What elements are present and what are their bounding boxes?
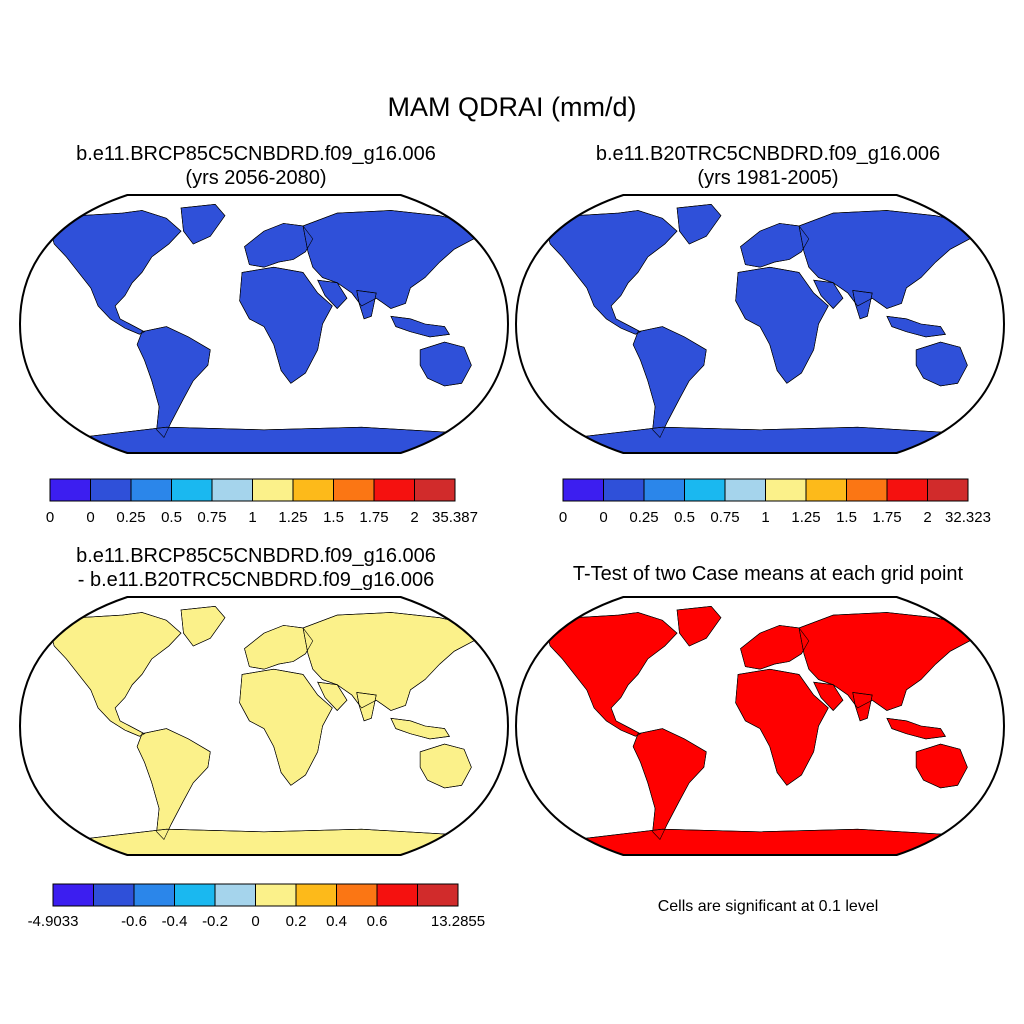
colorbar-2-tick-label: 1.25 xyxy=(791,509,820,526)
colorbar-2-swatch xyxy=(603,478,645,502)
colorbar-3-swatch xyxy=(255,883,297,907)
colorbar-2-tick-label: 2 xyxy=(923,509,931,526)
map-panel-2 xyxy=(516,195,1011,453)
colorbar-2-swatch xyxy=(684,478,726,502)
colorbar-1-tick-label: 1.75 xyxy=(359,509,388,526)
colorbar-1-swatch xyxy=(292,478,334,502)
map-panel-4 xyxy=(516,597,1013,855)
colorbar-2-tick-label: 1.75 xyxy=(872,509,901,526)
colorbar-1: 0 0 0.25 0.5 0.75 1 1.25 1.5 1.75 2 35.387 xyxy=(46,478,478,526)
panel-1-title-years: (yrs 2056-2080) xyxy=(185,167,327,189)
map-panel-1 xyxy=(20,195,515,453)
colorbar-1-swatch xyxy=(414,478,456,502)
colorbar-2-swatch xyxy=(846,478,888,502)
colorbar-3-tick-label: 0 xyxy=(251,913,259,930)
map-border-2 xyxy=(516,195,1004,453)
colorbar-1-tick-label: 1.25 xyxy=(278,509,307,526)
colorbar-3-swatch xyxy=(214,883,256,907)
panel-1-title: b.e11.BRCP85C5CNBDRD.f09_g16.006 (yrs 20… xyxy=(0,142,512,190)
colorbar-1-tick-label: 35.387 xyxy=(432,509,478,526)
colorbar-3-tick-label: -0.2 xyxy=(202,913,228,930)
colorbar-2-swatch xyxy=(927,478,969,502)
panel-3-title: b.e11.BRCP85C5CNBDRD.f09_g16.006 - b.e11… xyxy=(0,544,512,592)
colorbar-2-tick-label: 0 xyxy=(599,509,607,526)
colorbar-2: 0 0 0.25 0.5 0.75 1 1.25 1.5 1.75 2 32.323 xyxy=(559,478,991,526)
colorbar-2-swatch xyxy=(562,478,604,502)
colorbar-2-swatch xyxy=(724,478,766,502)
colorbar-2-tick-label: 0.5 xyxy=(674,509,695,526)
panel-2-title-years: (yrs 1981-2005) xyxy=(697,167,839,189)
map-panel-3 xyxy=(20,597,515,855)
colorbar-2-swatch xyxy=(886,478,928,502)
colorbar-1-tick-label: 1.5 xyxy=(323,509,344,526)
colorbar-1-tick-label: 2 xyxy=(410,509,418,526)
colorbar-3-tick-label: 0.6 xyxy=(367,913,388,930)
map-border-3 xyxy=(20,597,508,855)
colorbar-3-tick-label: 13.2855 xyxy=(431,913,485,930)
significance-note: Cells are significant at 0.1 level xyxy=(657,898,879,915)
colorbar-1-tick-label: 0.25 xyxy=(116,509,145,526)
figure-title: MAM QDRAI (mm/d) xyxy=(387,92,637,122)
colorbar-1-swatch xyxy=(171,478,213,502)
panel-1-title-case: b.e11.BRCP85C5CNBDRD.f09_g16.006 xyxy=(76,143,436,165)
colorbar-3-swatch xyxy=(133,883,175,907)
colorbar-3-swatch xyxy=(52,883,94,907)
panel-3-title-case-a: b.e11.BRCP85C5CNBDRD.f09_g16.006 xyxy=(76,545,436,567)
colorbar-1-tick-label: 0 xyxy=(46,509,54,526)
colorbar-3-swatch xyxy=(295,883,337,907)
colorbar-2-swatch xyxy=(643,478,685,502)
colorbar-3-swatch xyxy=(376,883,418,907)
map-border-1 xyxy=(20,195,508,453)
colorbar-3-tick-label: 0.4 xyxy=(326,913,347,930)
colorbar-2-swatch xyxy=(805,478,847,502)
colorbar-3-swatch xyxy=(93,883,135,907)
colorbar-3-swatch xyxy=(417,883,459,907)
panel-2-title: b.e11.B20TRC5CNBDRD.f09_g16.006 (yrs 198… xyxy=(512,142,1024,190)
colorbar-2-tick-label: 0.25 xyxy=(629,509,658,526)
panel-3-title-case-b: - b.e11.B20TRC5CNBDRD.f09_g16.006 xyxy=(77,569,435,591)
colorbars-layer: 0 0 0.25 0.5 0.75 1 1.25 1.5 1.75 2 35.387 0 0 0.25 0.… xyxy=(28,478,991,930)
colorbar-1-swatch xyxy=(90,478,132,502)
colorbar-2-tick-label: 32.323 xyxy=(945,509,991,526)
colorbar-2-swatch xyxy=(765,478,807,502)
colorbar-3-tick-label: 0.2 xyxy=(286,913,307,930)
colorbar-3-tick-label: -0.4 xyxy=(162,913,188,930)
colorbar-3-tick-label: -0.6 xyxy=(121,913,147,930)
panel-2-title-case: b.e11.B20TRC5CNBDRD.f09_g16.006 xyxy=(595,143,941,165)
colorbar-1-swatch xyxy=(333,478,375,502)
colorbar-2-tick-label: 0 xyxy=(559,509,567,526)
colorbar-3: -4.9033 -0.6 -0.4 -0.2 0 0.2 0.4 0.6 13.2855 xyxy=(28,883,485,930)
colorbar-1-swatch xyxy=(252,478,294,502)
map-border-4 xyxy=(516,597,1004,855)
colorbar-1-swatch xyxy=(373,478,415,502)
colorbar-1-swatch xyxy=(49,478,91,502)
maps-layer xyxy=(20,195,1013,855)
colorbar-1-swatch xyxy=(211,478,253,502)
colorbar-3-swatch xyxy=(336,883,378,907)
colorbar-3-swatch xyxy=(174,883,216,907)
colorbar-1-tick-label: 0.5 xyxy=(161,509,182,526)
colorbar-1-tick-label: 1 xyxy=(248,509,256,526)
colorbar-1-tick-label: 0 xyxy=(86,509,94,526)
colorbar-2-tick-label: 1.5 xyxy=(836,509,857,526)
colorbar-1-swatch xyxy=(130,478,172,502)
panel-4-title: T-Test of two Case means at each grid po… xyxy=(572,563,964,585)
colorbar-2-tick-label: 0.75 xyxy=(710,509,739,526)
colorbar-2-tick-label: 1 xyxy=(761,509,769,526)
colorbar-3-tick-label: -4.9033 xyxy=(28,913,79,930)
colorbar-1-tick-label: 0.75 xyxy=(197,509,226,526)
